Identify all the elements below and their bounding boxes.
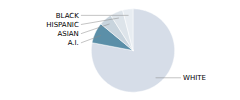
svg-text:ASIAN: ASIAN — [58, 30, 79, 38]
svg-text:A.I.: A.I. — [68, 39, 79, 47]
svg-text:BLACK: BLACK — [56, 12, 79, 20]
svg-text:WHITE: WHITE — [183, 74, 206, 82]
svg-text:HISPANIC: HISPANIC — [46, 21, 79, 29]
